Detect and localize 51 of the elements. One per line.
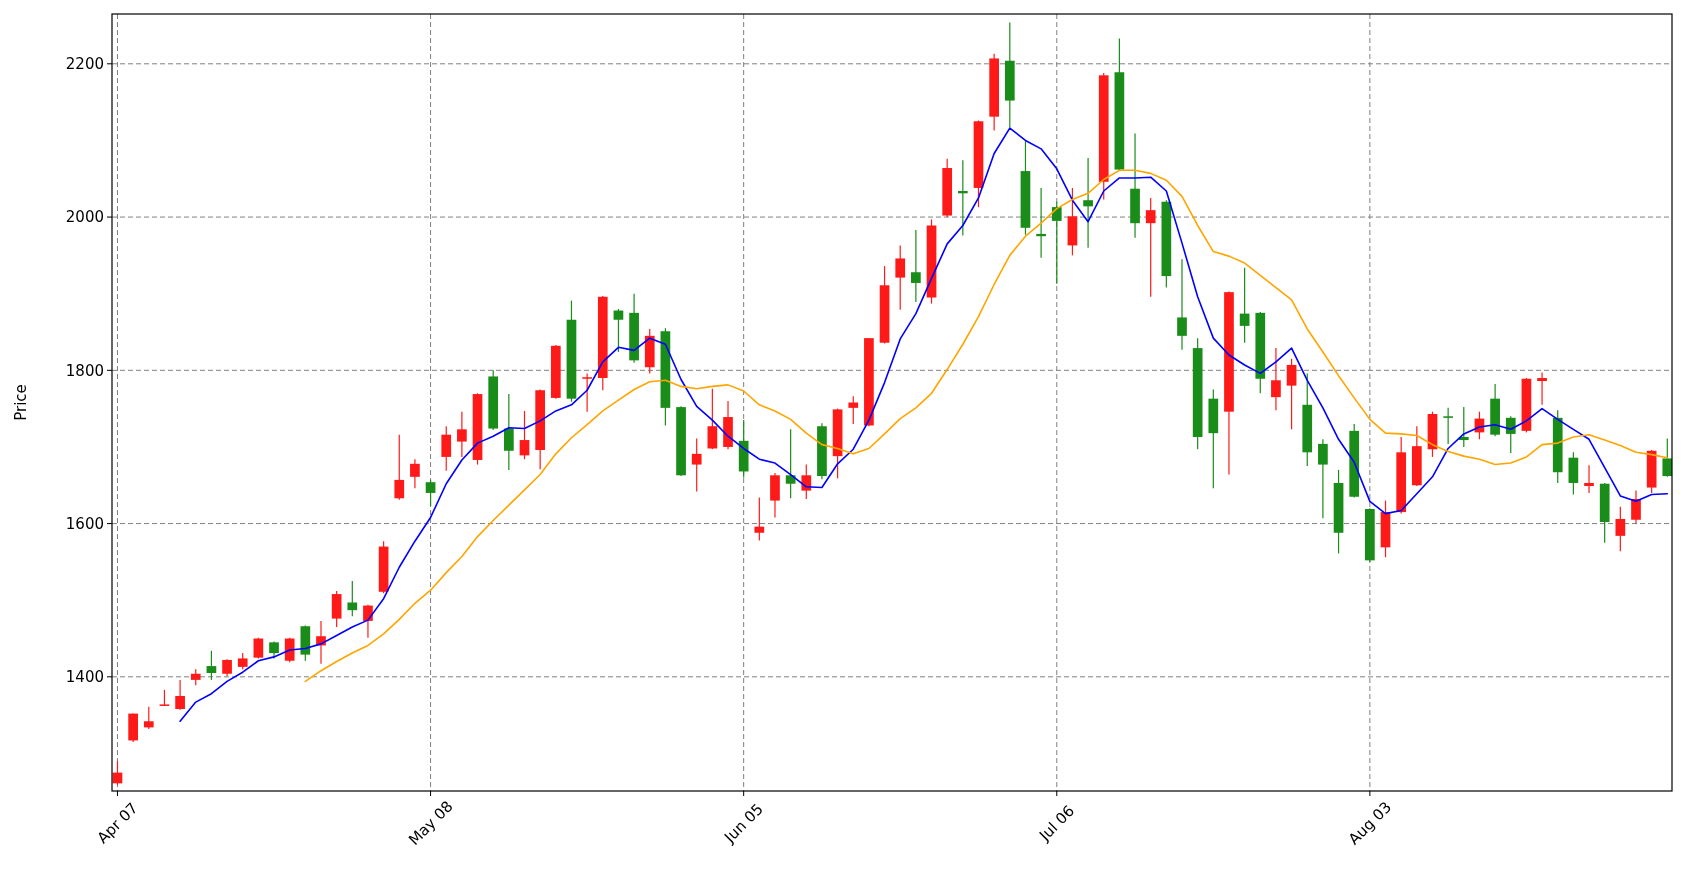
candlestick bbox=[785, 428, 796, 499]
candlestick bbox=[1051, 201, 1062, 285]
candlestick bbox=[1318, 438, 1328, 519]
y-axis-title: Price bbox=[12, 384, 30, 421]
candlestick bbox=[754, 496, 765, 542]
candlestick bbox=[957, 159, 968, 237]
candlestick bbox=[1443, 407, 1453, 445]
candlestick bbox=[1177, 258, 1187, 351]
candlestick bbox=[691, 437, 702, 492]
candlestick bbox=[175, 679, 185, 711]
x-tick-label: Apr 07 bbox=[93, 799, 142, 848]
x-tick-label: Aug 03 bbox=[1344, 798, 1396, 849]
candlestick bbox=[347, 580, 358, 617]
candlestick bbox=[1662, 437, 1672, 478]
candlestick bbox=[1271, 347, 1281, 411]
candlestick bbox=[284, 637, 295, 663]
candlestick bbox=[911, 229, 921, 303]
candlestick bbox=[1083, 157, 1093, 249]
candlestick bbox=[1615, 506, 1626, 552]
y-tick-label: 1800 bbox=[65, 361, 104, 380]
candlestick bbox=[1458, 406, 1469, 448]
candlestick bbox=[143, 706, 154, 730]
candlestick bbox=[1505, 415, 1516, 454]
y-tick-label: 1400 bbox=[65, 668, 104, 687]
x-tick-label: Jun 05 bbox=[720, 800, 767, 847]
candlestick bbox=[801, 463, 812, 500]
candlestick bbox=[895, 244, 906, 311]
candlestick bbox=[707, 388, 718, 450]
candlestick bbox=[1239, 267, 1250, 344]
candlestick bbox=[206, 650, 217, 681]
candlestick bbox=[457, 411, 467, 458]
candlestick bbox=[410, 458, 420, 489]
candlestick bbox=[848, 395, 859, 425]
line-series bbox=[179, 127, 1669, 723]
y-tick-label: 2000 bbox=[65, 208, 104, 227]
y-tick-label: 2200 bbox=[65, 55, 104, 74]
candlestick bbox=[441, 425, 452, 472]
candlestick bbox=[1286, 358, 1297, 430]
candlestick bbox=[1584, 464, 1594, 494]
candlestick bbox=[582, 372, 592, 413]
y-tick-label: 1600 bbox=[65, 514, 104, 533]
candlestick bbox=[1631, 490, 1641, 525]
candlestick bbox=[504, 393, 514, 471]
candlestick bbox=[519, 410, 530, 460]
candlestick bbox=[425, 479, 436, 507]
x-tick-label: Jul 06 bbox=[1035, 801, 1079, 846]
candlestick bbox=[394, 434, 405, 501]
candlestick bbox=[1145, 197, 1156, 298]
candlestick bbox=[1036, 187, 1046, 259]
candlestick bbox=[613, 308, 624, 353]
candlestick bbox=[1537, 372, 1547, 406]
